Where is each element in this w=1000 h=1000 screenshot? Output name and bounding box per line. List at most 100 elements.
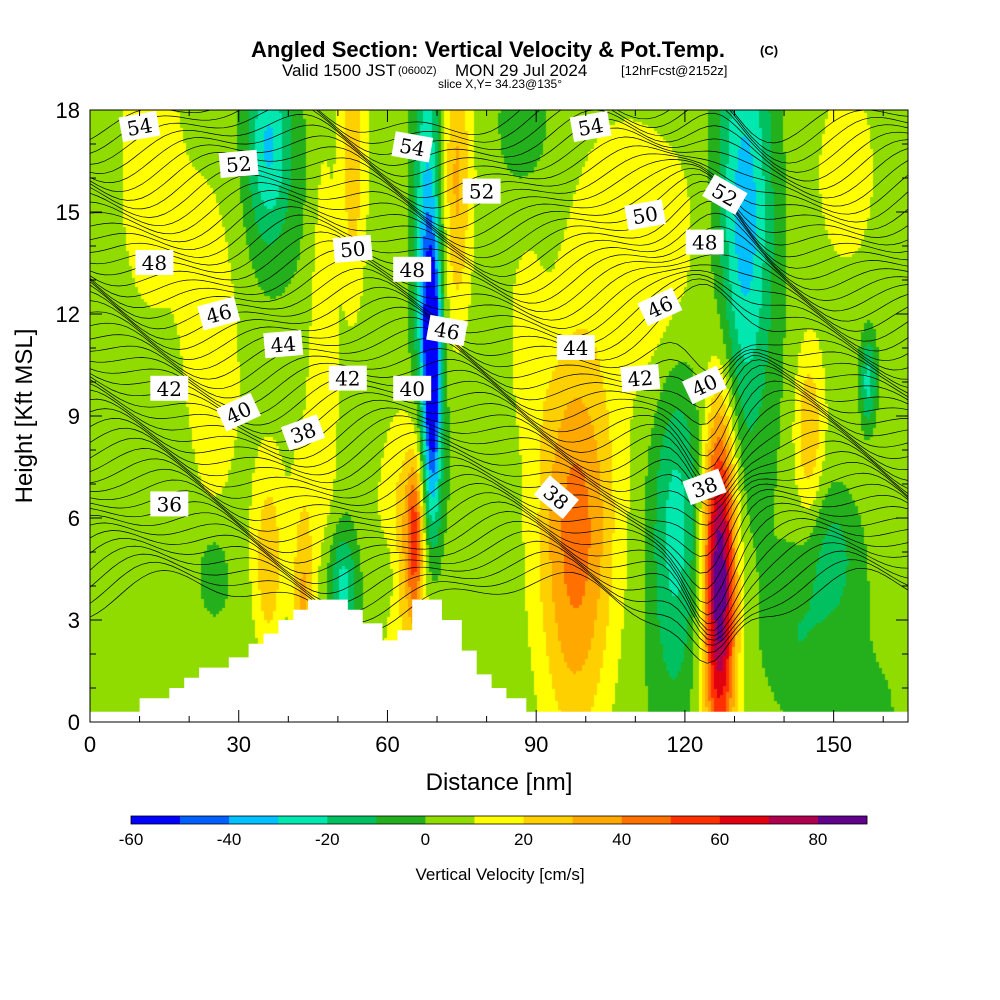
isentrope-line: [90, 283, 908, 371]
colorbar-swatch: [278, 816, 328, 824]
contour-label: 46: [426, 314, 468, 347]
y-tick-label: 6: [68, 506, 80, 531]
contour-label: 50: [624, 199, 666, 231]
contour-label: 40: [393, 375, 432, 401]
isentrope-line: [90, 200, 908, 286]
x-tick-label: 150: [815, 732, 852, 757]
terrain-silhouette: [90, 599, 908, 722]
isentrope-line: [90, 181, 908, 268]
colorbar-swatch: [523, 816, 573, 824]
isentrope-line: [90, 240, 908, 313]
isentrope-line: [90, 118, 908, 183]
colorbar-swatch: [572, 816, 622, 824]
chart-subtitle-valid: Valid 1500 JST: [282, 61, 396, 80]
chart-title-unit: (C): [760, 43, 778, 58]
isentrope-line: [90, 492, 908, 604]
colorbar-tick-label: -40: [217, 830, 242, 849]
isentrope-line: [90, 189, 908, 277]
isentrope-line: [90, 437, 908, 515]
isentrope-line: [90, 520, 908, 631]
isentrope-line: [90, 530, 908, 637]
y-axis-label: Height [Kft MSL]: [11, 329, 38, 504]
colorbar: -60 -40 -20 0 20 40 60 80: [119, 815, 868, 849]
isentrope-line: [90, 278, 908, 362]
chart-subtitle-date: MON 29 Jul 2024: [455, 61, 587, 80]
svg-text:48: 48: [142, 251, 167, 275]
isentrope-line: [90, 418, 908, 500]
colorbar-tick-label: 40: [612, 830, 631, 849]
isentrope-line: [90, 447, 908, 526]
x-tick-label: 60: [375, 732, 399, 757]
contour-label: 48: [135, 250, 174, 275]
svg-text:44: 44: [270, 332, 297, 358]
isentrope-line: [90, 167, 908, 249]
isentrope-line: [90, 163, 908, 239]
isentrope-line: [90, 559, 908, 653]
colorbar-swatch: [327, 816, 377, 824]
x-axis: 0 30 60 90 120 150: [84, 110, 884, 757]
isentrope-line: [90, 456, 908, 540]
colorbar-label: Vertical Velocity [cm/s]: [415, 865, 584, 884]
colorbar-tick-label: 80: [808, 830, 827, 849]
isentrope-line: [90, 501, 908, 616]
svg-text:54: 54: [125, 113, 154, 141]
colorbar-swatch: [425, 816, 475, 824]
potential-temperature-contours: [90, 110, 908, 664]
contour-label: 42: [620, 363, 661, 393]
isentrope-line: [90, 408, 908, 494]
y-tick-label: 15: [56, 200, 80, 225]
y-tick-label: 3: [68, 608, 80, 633]
svg-text:42: 42: [157, 377, 182, 401]
isentrope-line: [90, 511, 908, 625]
isentrope-line: [90, 173, 908, 259]
contour-label: 44: [556, 335, 595, 360]
contour-label: 52: [218, 149, 259, 179]
svg-text:46: 46: [432, 317, 461, 345]
colorbar-tick-label: 20: [514, 830, 533, 849]
isentrope-line: [90, 398, 908, 488]
isentrope-line: [90, 483, 908, 590]
isentrope-line: [90, 253, 908, 322]
svg-text:40: 40: [399, 377, 424, 401]
isentrope-line: [90, 110, 908, 165]
chart-slice-label: slice X,Y= 34.23@135°: [438, 77, 562, 91]
x-tick-label: 120: [667, 732, 704, 757]
isentrope-line: [90, 567, 908, 664]
colorbar-tick-label: 60: [710, 830, 729, 849]
contour-label: 54: [569, 110, 612, 143]
isentrope-line: [90, 110, 908, 154]
contour-label: 42: [328, 365, 367, 391]
svg-text:52: 52: [225, 151, 252, 177]
contour-label: 54: [118, 110, 161, 143]
contour-label: 42: [150, 375, 189, 401]
colorbar-swatch: [670, 816, 721, 824]
contour-label: 48: [685, 229, 724, 255]
x-tick-label: 0: [84, 732, 96, 757]
colorbar-swatch: [474, 816, 524, 824]
contour-label: 36: [150, 491, 189, 517]
isentrope-line: [90, 465, 908, 557]
svg-text:52: 52: [469, 180, 494, 204]
isentrope-line: [90, 127, 908, 193]
svg-text:48: 48: [399, 258, 424, 282]
isentrope-line: [90, 226, 908, 304]
isentrope-line: [90, 327, 908, 390]
colorbar-swatch: [817, 816, 868, 824]
colorbar-frame: [130, 815, 868, 825]
contour-label: 50: [332, 234, 373, 264]
svg-text:44: 44: [563, 336, 588, 360]
chart-title: Angled Section: Vertical Velocity & Pot.…: [251, 37, 725, 62]
colorbar-swatch: [621, 816, 672, 824]
contour-label: 44: [263, 329, 304, 359]
colorbar-swatch: [719, 816, 770, 824]
isentrope-line: [90, 337, 908, 399]
svg-text:48: 48: [692, 231, 717, 255]
colorbar-swatch: [229, 816, 279, 824]
svg-text:50: 50: [339, 236, 366, 262]
isentrope-line: [90, 427, 908, 506]
contour-label: 54: [391, 131, 434, 163]
isentrope-line: [90, 110, 908, 174]
contour-label: 52: [462, 178, 501, 204]
isentrope-line: [90, 212, 908, 295]
